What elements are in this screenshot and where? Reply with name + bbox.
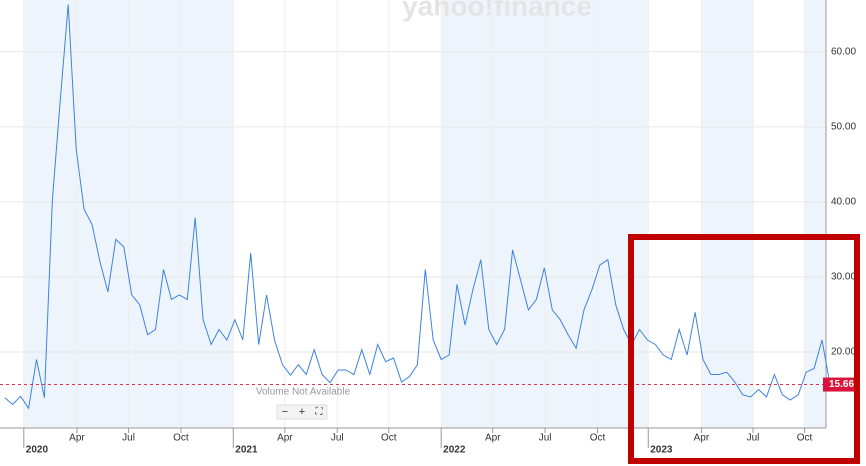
y-tick-label: 30.00 bbox=[831, 272, 856, 283]
zoom-reset[interactable]: ⛶ bbox=[315, 407, 324, 418]
price-line bbox=[4, 4, 831, 410]
zoom-box bbox=[276, 404, 328, 420]
x-tick-label: Jul bbox=[747, 433, 760, 444]
y-tick-label: 40.00 bbox=[831, 197, 856, 208]
zoom-out[interactable]: − bbox=[282, 406, 288, 418]
x-tick-label: Oct bbox=[590, 433, 606, 444]
x-tick-label: Apr bbox=[485, 433, 501, 444]
period-band bbox=[701, 0, 753, 428]
volume-note: Volume Not Available bbox=[256, 387, 351, 398]
y-tick-label: 60.00 bbox=[831, 46, 856, 57]
x-tick-label: Apr bbox=[694, 433, 710, 444]
x-tick-label: 2021 bbox=[235, 445, 258, 456]
last-price-label: 15.66 bbox=[829, 379, 854, 390]
x-tick-label: Oct bbox=[173, 433, 189, 444]
x-tick-label: 2020 bbox=[26, 445, 49, 456]
y-tick-label: 50.00 bbox=[831, 121, 856, 132]
x-tick-label: Apr bbox=[69, 433, 85, 444]
period-band bbox=[441, 0, 648, 428]
period-band bbox=[804, 0, 826, 428]
x-tick-label: 2023 bbox=[650, 445, 673, 456]
x-tick-label: Oct bbox=[381, 433, 397, 444]
x-tick-label: Jul bbox=[539, 433, 552, 444]
zoom-controls: − + ⛶ bbox=[276, 404, 328, 420]
x-tick-label: 2022 bbox=[443, 445, 466, 456]
highlight-box bbox=[628, 234, 860, 464]
watermark: yahoo!finance bbox=[402, 0, 592, 21]
x-tick-label: Apr bbox=[277, 433, 293, 444]
zoom-in[interactable]: + bbox=[299, 406, 305, 418]
last-price-box bbox=[823, 377, 860, 392]
x-tick-label: Jul bbox=[122, 433, 135, 444]
y-tick-label: 20.00 bbox=[831, 347, 856, 358]
x-tick-label: Jul bbox=[331, 433, 344, 444]
x-tick-label: Oct bbox=[797, 433, 813, 444]
